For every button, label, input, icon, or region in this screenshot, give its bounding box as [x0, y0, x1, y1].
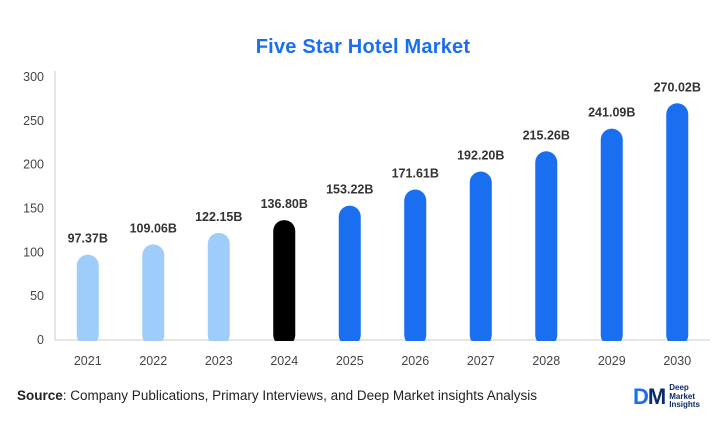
- logo-line-3: Insights: [669, 400, 700, 409]
- y-tick-label: 150: [23, 202, 44, 216]
- data-label: 270.02B: [654, 80, 701, 94]
- y-tick-label: 200: [23, 158, 44, 172]
- x-tick-label: 2023: [205, 354, 233, 368]
- logo-text: Deep Market Insights: [669, 383, 700, 410]
- x-tick-label: 2028: [532, 354, 560, 368]
- data-label: 109.06B: [130, 221, 177, 235]
- bar: [469, 171, 492, 346]
- data-label: 241.09B: [588, 106, 635, 120]
- x-tick-label: 2021: [74, 354, 102, 368]
- bar: [142, 244, 165, 346]
- source-label: Source: [17, 388, 63, 403]
- y-tick-label: 50: [30, 289, 44, 303]
- data-label: 136.80B: [261, 197, 308, 211]
- bar: [666, 103, 689, 346]
- data-label: 122.15B: [195, 210, 242, 224]
- bar: [76, 254, 99, 346]
- logo-mark-m: M: [647, 383, 666, 409]
- x-tick-label: 2029: [598, 354, 626, 368]
- data-label: 171.61B: [392, 167, 439, 181]
- chart-title: Five Star Hotel Market: [255, 36, 471, 58]
- bar: [600, 128, 623, 346]
- bar: [207, 232, 230, 346]
- x-tick-label: 2025: [336, 354, 364, 368]
- logo-mark-d: D: [633, 383, 649, 409]
- y-tick-label: 250: [23, 114, 44, 128]
- data-label: 215.26B: [523, 128, 570, 142]
- x-tick-label: 2030: [663, 354, 691, 368]
- y-tick-label: 100: [23, 245, 44, 259]
- axis-mask: [56, 341, 711, 349]
- data-label: 153.22B: [326, 183, 373, 197]
- logo-line-1: Deep: [669, 383, 689, 392]
- data-label: 192.20B: [457, 149, 504, 163]
- y-tick-label: 300: [23, 70, 44, 84]
- bar: [273, 220, 296, 346]
- source-text: : Company Publications, Primary Intervie…: [62, 388, 537, 403]
- x-tick-label: 2024: [270, 354, 298, 368]
- y-tick-label: 0: [37, 333, 44, 347]
- logo-mark: DM: [633, 383, 666, 409]
- bar: [535, 151, 558, 346]
- bar: [338, 205, 361, 346]
- data-label: 97.37B: [68, 232, 108, 246]
- x-tick-label: 2022: [139, 354, 167, 368]
- x-tick-label: 2027: [467, 354, 495, 368]
- bar: [404, 189, 427, 346]
- logo-line-2: Market: [669, 391, 696, 401]
- source-note: Source: Company Publications, Primary In…: [17, 388, 537, 403]
- company-logo: DM Deep Market Insights: [633, 383, 700, 410]
- x-tick-label: 2026: [401, 354, 429, 368]
